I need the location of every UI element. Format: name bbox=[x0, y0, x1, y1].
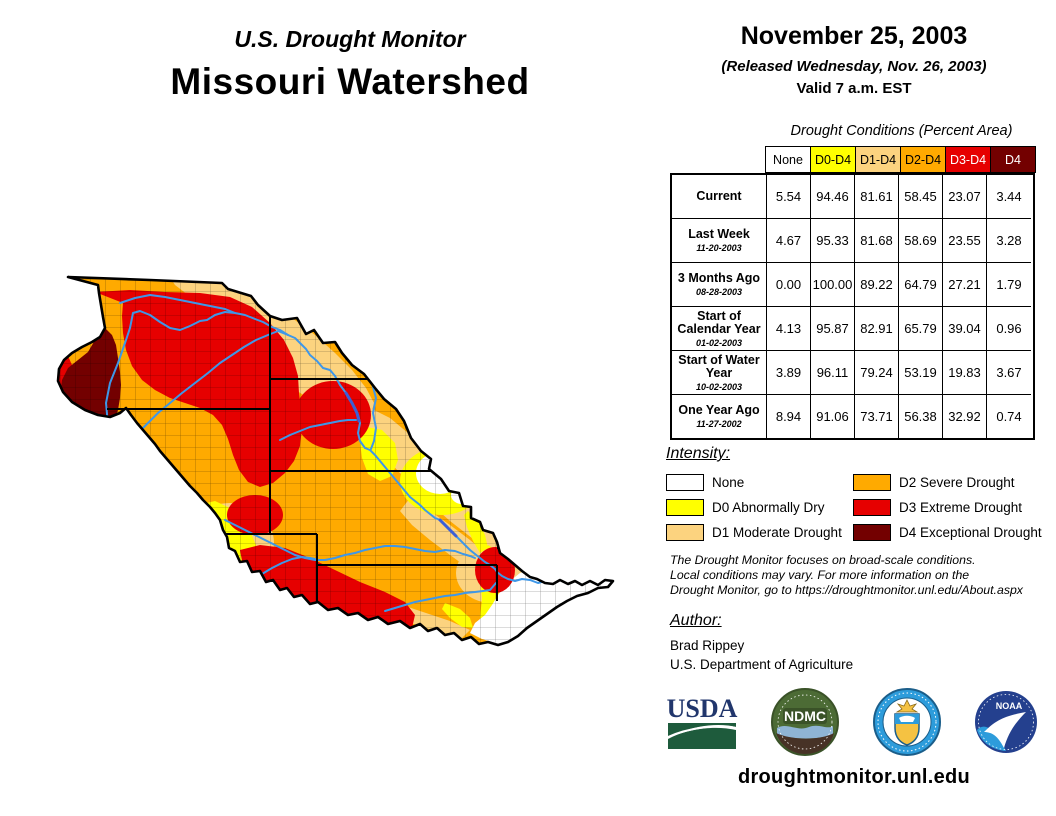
intensity-legend: Intensity: None D0 Abnormally Dry D1 Mod… bbox=[666, 445, 1046, 545]
author-block: Author: Brad Rippey U.S. Department of A… bbox=[670, 612, 853, 672]
column-header-d2-d4: D2-D4 bbox=[900, 146, 946, 173]
table-caption: Drought Conditions (Percent Area) bbox=[790, 123, 1013, 139]
table-header-row: None D0-D4 D1-D4 D2-D4 D3-D4 D4 bbox=[765, 146, 1036, 173]
table-cell: 0.96 bbox=[987, 307, 1031, 351]
legend-heading: Intensity: bbox=[666, 445, 731, 462]
valid-time: Valid 7 a.m. EST bbox=[796, 80, 912, 97]
table-cell: 100.00 bbox=[811, 263, 855, 307]
map-title-block: U.S. Drought Monitor Missouri Watershed bbox=[20, 26, 680, 103]
column-header-d1-d4: D1-D4 bbox=[855, 146, 901, 173]
table-cell: 23.07 bbox=[943, 175, 987, 219]
column-header-none: None bbox=[765, 146, 811, 173]
ndmc-logo: NDMC bbox=[771, 688, 840, 756]
commerce-seal bbox=[872, 688, 941, 756]
rivers bbox=[105, 294, 613, 612]
milk-river bbox=[119, 294, 236, 314]
table-cell: 3.44 bbox=[987, 175, 1031, 219]
table-cell: 8.94 bbox=[767, 395, 811, 438]
drought-monitor-url[interactable]: droughtmonitor.unl.edu bbox=[737, 766, 971, 788]
kansas-river bbox=[384, 582, 497, 612]
drought-map-container bbox=[30, 243, 650, 673]
table-cell: 5.54 bbox=[767, 175, 811, 219]
table-cell: 0.74 bbox=[996, 409, 1022, 424]
row-label: 3 Months Ago 08-28-2003 bbox=[672, 263, 767, 307]
legend-item-none: None bbox=[666, 470, 853, 495]
d0-swatch bbox=[666, 499, 704, 516]
table-cell: 58.69 bbox=[899, 219, 943, 263]
row-label: Start of Calendar Year 01-02-2003 bbox=[672, 307, 767, 351]
table-cell: 91.06 bbox=[811, 395, 855, 438]
table-cell: 79.24 bbox=[855, 351, 899, 395]
missouri-river bbox=[105, 310, 613, 586]
row-label: Current bbox=[672, 175, 767, 219]
cheyenne-river bbox=[279, 419, 357, 441]
lake-francis-case bbox=[438, 518, 458, 538]
table-cell: 27.21 bbox=[943, 263, 987, 307]
map-date: November 25, 2003 bbox=[740, 22, 968, 50]
table-cell: 95.33 bbox=[811, 219, 855, 263]
author-heading: Author: bbox=[670, 612, 722, 629]
author-name: Brad Rippey bbox=[670, 638, 745, 653]
table-cell: 82.91 bbox=[855, 307, 899, 351]
table-cell: 3.67 bbox=[987, 351, 1031, 395]
table-cell: 58.45 bbox=[899, 175, 943, 219]
table-cell: 65.79 bbox=[899, 307, 943, 351]
usda-logo: USDA bbox=[667, 694, 738, 749]
d2-swatch bbox=[853, 474, 891, 491]
watershed-outline bbox=[56, 275, 615, 647]
table-cell: 1.79 bbox=[987, 263, 1031, 307]
d1-swatch bbox=[666, 524, 704, 541]
table-cell: 53.19 bbox=[899, 351, 943, 395]
lake-oahe bbox=[344, 391, 361, 423]
column-header-d3-d4: D3-D4 bbox=[945, 146, 991, 173]
table-cell: 56.38 bbox=[899, 395, 943, 438]
none-swatch bbox=[666, 474, 704, 491]
d4-swatch bbox=[853, 524, 891, 541]
table-cell: 81.61 bbox=[855, 175, 899, 219]
legend-item-d1: D1 Moderate Drought bbox=[666, 520, 853, 545]
table-cell: 89.22 bbox=[855, 263, 899, 307]
platte-river bbox=[224, 519, 476, 561]
table-cell: 3.89 bbox=[767, 351, 811, 395]
svg-text:NDMC: NDMC bbox=[784, 708, 826, 724]
row-label: Start of Water Year 10-02-2003 bbox=[672, 351, 767, 395]
noaa-logo: NOAA bbox=[974, 691, 1037, 753]
page-title: Missouri Watershed bbox=[170, 61, 530, 102]
row-label: One Year Ago 11-27-2002 bbox=[672, 395, 767, 438]
svg-text:USDA: USDA bbox=[667, 694, 738, 723]
table-cell: 96.11 bbox=[811, 351, 855, 395]
row-label: Last Week 11-20-2003 bbox=[672, 219, 767, 263]
released-date: (Released Wednesday, Nov. 26, 2003) bbox=[721, 58, 987, 75]
legend-item-d2: D2 Severe Drought bbox=[853, 470, 1042, 495]
legend-item-d4: D4 Exceptional Drought bbox=[853, 520, 1042, 545]
table-cell: 32.92 bbox=[943, 395, 987, 438]
table-cell: 94.46 bbox=[811, 175, 855, 219]
drought-map bbox=[56, 275, 615, 647]
svg-text:NOAA: NOAA bbox=[996, 701, 1023, 711]
usdm-supertitle: U.S. Drought Monitor bbox=[234, 26, 466, 52]
d3-swatch bbox=[853, 499, 891, 516]
table-cell: 39.04 bbox=[943, 307, 987, 351]
column-header-d0-d4: D0-D4 bbox=[810, 146, 856, 173]
table-cell: 81.68 bbox=[855, 219, 899, 263]
table-body: Current 5.54 94.46 81.61 58.45 23.07 3.4… bbox=[670, 173, 1035, 440]
table-cell: 73.71 bbox=[855, 395, 899, 438]
table-cell: 4.13 bbox=[767, 307, 811, 351]
table-cell: 23.55 bbox=[943, 219, 987, 263]
column-header-d4: D4 bbox=[990, 146, 1036, 173]
table-cell: 4.67 bbox=[767, 219, 811, 263]
legend-item-d3: D3 Extreme Drought bbox=[853, 495, 1042, 520]
table-cell: 3.28 bbox=[987, 219, 1031, 263]
disclaimer-text: The Drought Monitor focuses on broad-sca… bbox=[670, 553, 1023, 597]
table-cell: 95.87 bbox=[811, 307, 855, 351]
legend-item-d0: D0 Abnormally Dry bbox=[666, 495, 853, 520]
date-block: November 25, 2003 (Released Wednesday, N… bbox=[668, 22, 1040, 97]
drought-conditions-table: None D0-D4 D1-D4 D2-D4 D3-D4 D4 Current … bbox=[670, 146, 1036, 440]
author-org: U.S. Department of Agriculture bbox=[670, 657, 854, 672]
agency-logos: USDA NDMC NOAA bbox=[666, 688, 1038, 756]
table-cell: 64.79 bbox=[899, 263, 943, 307]
table-cell: 0.00 bbox=[767, 263, 811, 307]
table-cell: 19.83 bbox=[943, 351, 987, 395]
yellowstone-river bbox=[137, 330, 289, 434]
